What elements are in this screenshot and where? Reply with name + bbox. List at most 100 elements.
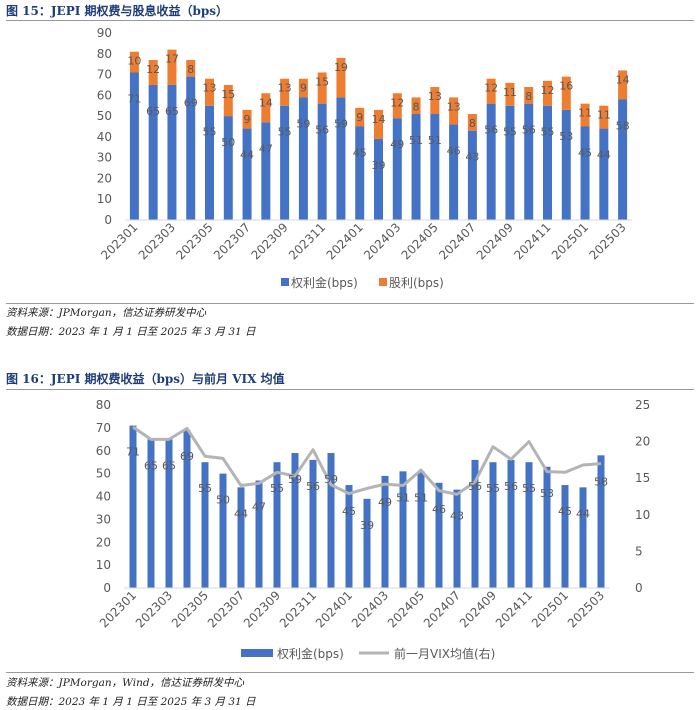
chart1-x-tick: 202401 bbox=[324, 220, 366, 262]
chart2-bar-premium bbox=[381, 475, 389, 588]
chart1-legend-swatch-premium bbox=[281, 278, 289, 286]
chart1-bar-dividend bbox=[543, 80, 552, 106]
chart1-label-dividend: 11 bbox=[503, 86, 517, 99]
chart2-label-premium: 55 bbox=[486, 482, 500, 495]
chart1-label-premium: 59 bbox=[296, 117, 310, 130]
chart2-bar-premium bbox=[597, 455, 605, 588]
chart2-x-tick: 202411 bbox=[493, 588, 535, 630]
chart2-x-tick: 202405 bbox=[385, 588, 427, 630]
chart2-bar-premium bbox=[165, 439, 173, 588]
chart1-bar-dividend bbox=[280, 78, 290, 106]
chart1-bar-premium bbox=[186, 76, 196, 220]
chart2-label-premium: 65 bbox=[144, 459, 158, 472]
chart1-x-tick: 202503 bbox=[586, 220, 628, 262]
chart2-bar-premium bbox=[183, 430, 191, 588]
chart1-label-premium: 46 bbox=[447, 144, 461, 157]
chart1-label-premium: 56 bbox=[484, 124, 498, 137]
chart1-y-tick: 80 bbox=[97, 47, 112, 61]
chart2-y2-tick: 0 bbox=[635, 581, 643, 595]
chart1-bar-premium bbox=[411, 114, 421, 220]
figure2-title: 图 16：JEPI 期权费收益（bps）与前月 VIX 均值 bbox=[6, 372, 285, 386]
chart1-label-dividend: 8 bbox=[469, 117, 476, 130]
chart1-y-tick: 90 bbox=[97, 26, 112, 40]
chart1-y-tick: 60 bbox=[97, 88, 112, 102]
chart2-y2-tick: 25 bbox=[635, 398, 650, 412]
chart1-legend-premium: 权利金(bps) bbox=[291, 275, 358, 290]
chart2-x-tick: 202407 bbox=[421, 588, 463, 630]
chart2-label-premium: 47 bbox=[252, 500, 266, 513]
chart2-y2-tick: 10 bbox=[635, 508, 650, 522]
chart2-bar-premium bbox=[453, 489, 461, 588]
chart2-legend-vix: 前一月VIX均值(右) bbox=[394, 646, 495, 661]
chart1-bar-premium bbox=[242, 128, 252, 220]
chart1-label-dividend: 10 bbox=[127, 55, 141, 68]
chart2-bar-premium bbox=[201, 462, 209, 588]
chart1-bar-dividend bbox=[599, 105, 609, 129]
chart2-bar-premium bbox=[435, 482, 443, 588]
chart2-bar-premium bbox=[309, 459, 317, 588]
chart1-label-dividend: 14 bbox=[372, 113, 386, 126]
chart1-bar-premium bbox=[298, 97, 308, 220]
chart2-x-tick: 202305 bbox=[169, 588, 211, 630]
chart1-label-dividend: 14 bbox=[259, 96, 273, 109]
chart1-x-tick: 202305 bbox=[173, 220, 215, 262]
chart2-bar-premium bbox=[345, 485, 353, 588]
chart1-label-dividend: 13 bbox=[278, 82, 292, 95]
chart2-bar-premium bbox=[561, 485, 569, 588]
chart1-label-dividend: 12 bbox=[146, 63, 160, 76]
chart1-label-premium: 45 bbox=[578, 147, 592, 160]
chart1-label-premium: 65 bbox=[146, 105, 160, 118]
chart2-bar-premium bbox=[219, 473, 227, 588]
chart2-label-premium: 56 bbox=[504, 480, 518, 493]
chart1-bar-premium bbox=[129, 72, 139, 220]
chart1-bar-premium bbox=[205, 105, 214, 220]
chart1-label-dividend: 11 bbox=[578, 107, 592, 120]
chart1-bar-premium bbox=[561, 109, 571, 220]
chart1-label-dividend: 14 bbox=[616, 73, 630, 86]
chart1-bar-dividend bbox=[392, 93, 402, 119]
chart1-x-tick: 202411 bbox=[511, 220, 553, 262]
figure2-top-rule bbox=[6, 389, 694, 390]
chart1-label-premium: 39 bbox=[372, 159, 386, 172]
chart1-bar-premium bbox=[430, 114, 440, 220]
chart2-label-premium: 71 bbox=[126, 446, 140, 459]
chart1-label-premium: 45 bbox=[353, 147, 367, 160]
chart1-bar-premium bbox=[599, 128, 609, 220]
chart1-bar-dividend bbox=[430, 87, 440, 115]
chart2-bar-premium bbox=[129, 425, 137, 588]
chart1-label-premium: 65 bbox=[165, 105, 179, 118]
chart1-label-dividend: 19 bbox=[334, 61, 348, 74]
chart2-label-premium: 44 bbox=[576, 507, 590, 520]
chart2-x-tick: 202409 bbox=[457, 588, 499, 630]
chart2-y-tick: 30 bbox=[96, 512, 111, 526]
chart1-bar-premium bbox=[449, 124, 459, 220]
chart1-label-dividend: 9 bbox=[300, 82, 307, 95]
chart2-bar-premium bbox=[291, 453, 299, 588]
chart1-bar-premium bbox=[280, 105, 290, 220]
chart1-label-dividend: 12 bbox=[390, 96, 404, 109]
chart1-y-tick: 70 bbox=[97, 68, 112, 82]
chart1-bar-dividend bbox=[486, 78, 496, 104]
chart2-bar-premium bbox=[507, 459, 515, 588]
figure1-date-range: 数据日期：2023 年 1 月 1 日至 2025 年 3 月 31 日 bbox=[6, 326, 256, 338]
chart1-label-premium: 43 bbox=[465, 151, 479, 164]
chart1-label-premium: 44 bbox=[597, 149, 611, 162]
chart1-y-tick: 0 bbox=[104, 213, 112, 227]
figure2-bottom-rule bbox=[6, 672, 694, 673]
chart1-bar-premium bbox=[336, 97, 346, 220]
chart2-label-premium: 51 bbox=[396, 491, 410, 504]
figure2-date-range: 数据日期：2023 年 1 月 1 日至 2025 年 3 月 31 日 bbox=[6, 696, 256, 708]
chart1-bar-dividend bbox=[336, 57, 346, 98]
chart1-bar-dividend bbox=[467, 114, 477, 131]
chart1-bar-dividend bbox=[186, 60, 196, 77]
chart1-bar-dividend bbox=[223, 84, 233, 117]
chart2-label-premium: 58 bbox=[594, 475, 608, 488]
chart2-bar-premium bbox=[255, 480, 263, 588]
chart1-label-premium: 59 bbox=[334, 117, 348, 130]
chart1-bar-premium bbox=[317, 103, 327, 220]
chart2-label-premium: 51 bbox=[414, 491, 428, 504]
chart2-label-premium: 50 bbox=[216, 494, 230, 507]
chart1-label-premium: 53 bbox=[559, 130, 573, 143]
chart1-bar-dividend bbox=[242, 109, 252, 129]
chart2-bar-premium bbox=[237, 487, 245, 588]
